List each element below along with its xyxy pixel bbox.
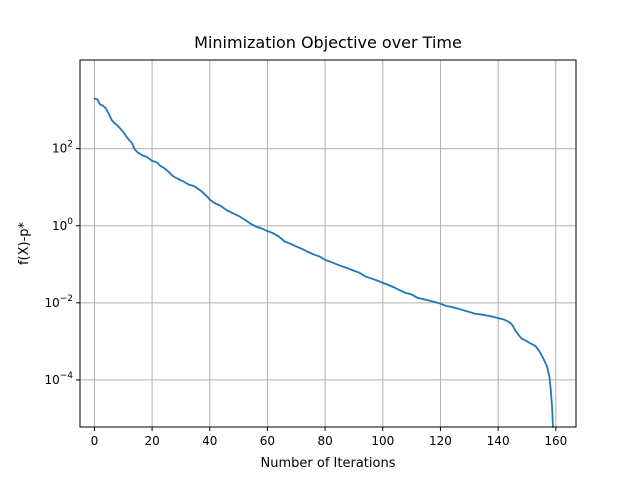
x-tick-label: 20 bbox=[144, 434, 159, 448]
x-tick-label: 80 bbox=[317, 434, 332, 448]
plot-frame bbox=[79, 59, 577, 428]
x-tick-label: 40 bbox=[202, 434, 217, 448]
y-tick-label: 10−2 bbox=[44, 294, 73, 310]
y-tick-label: 102 bbox=[52, 140, 73, 156]
series-line-0 bbox=[93, 97, 554, 428]
y-tick-label: 10−4 bbox=[44, 371, 73, 387]
chart-title: Minimization Objective over Time bbox=[194, 33, 462, 52]
x-tick-label: 100 bbox=[371, 434, 394, 448]
x-tick-label: 160 bbox=[544, 434, 567, 448]
ticks: 0 20 40 60 80 100 120 140 160 102 100 10−2 10−4 bbox=[44, 140, 567, 448]
y-tick-label: 100 bbox=[52, 217, 73, 233]
y-axis-label: f(X)-p* bbox=[17, 221, 32, 265]
x-tick-label: 140 bbox=[487, 434, 510, 448]
grid bbox=[80, 60, 576, 427]
x-tick-label: 120 bbox=[429, 434, 452, 448]
x-tick-label: 60 bbox=[260, 434, 275, 448]
series-layer bbox=[93, 97, 554, 428]
x-axis-label: Number of Iterations bbox=[261, 456, 396, 471]
x-tick-label: 0 bbox=[91, 434, 99, 448]
